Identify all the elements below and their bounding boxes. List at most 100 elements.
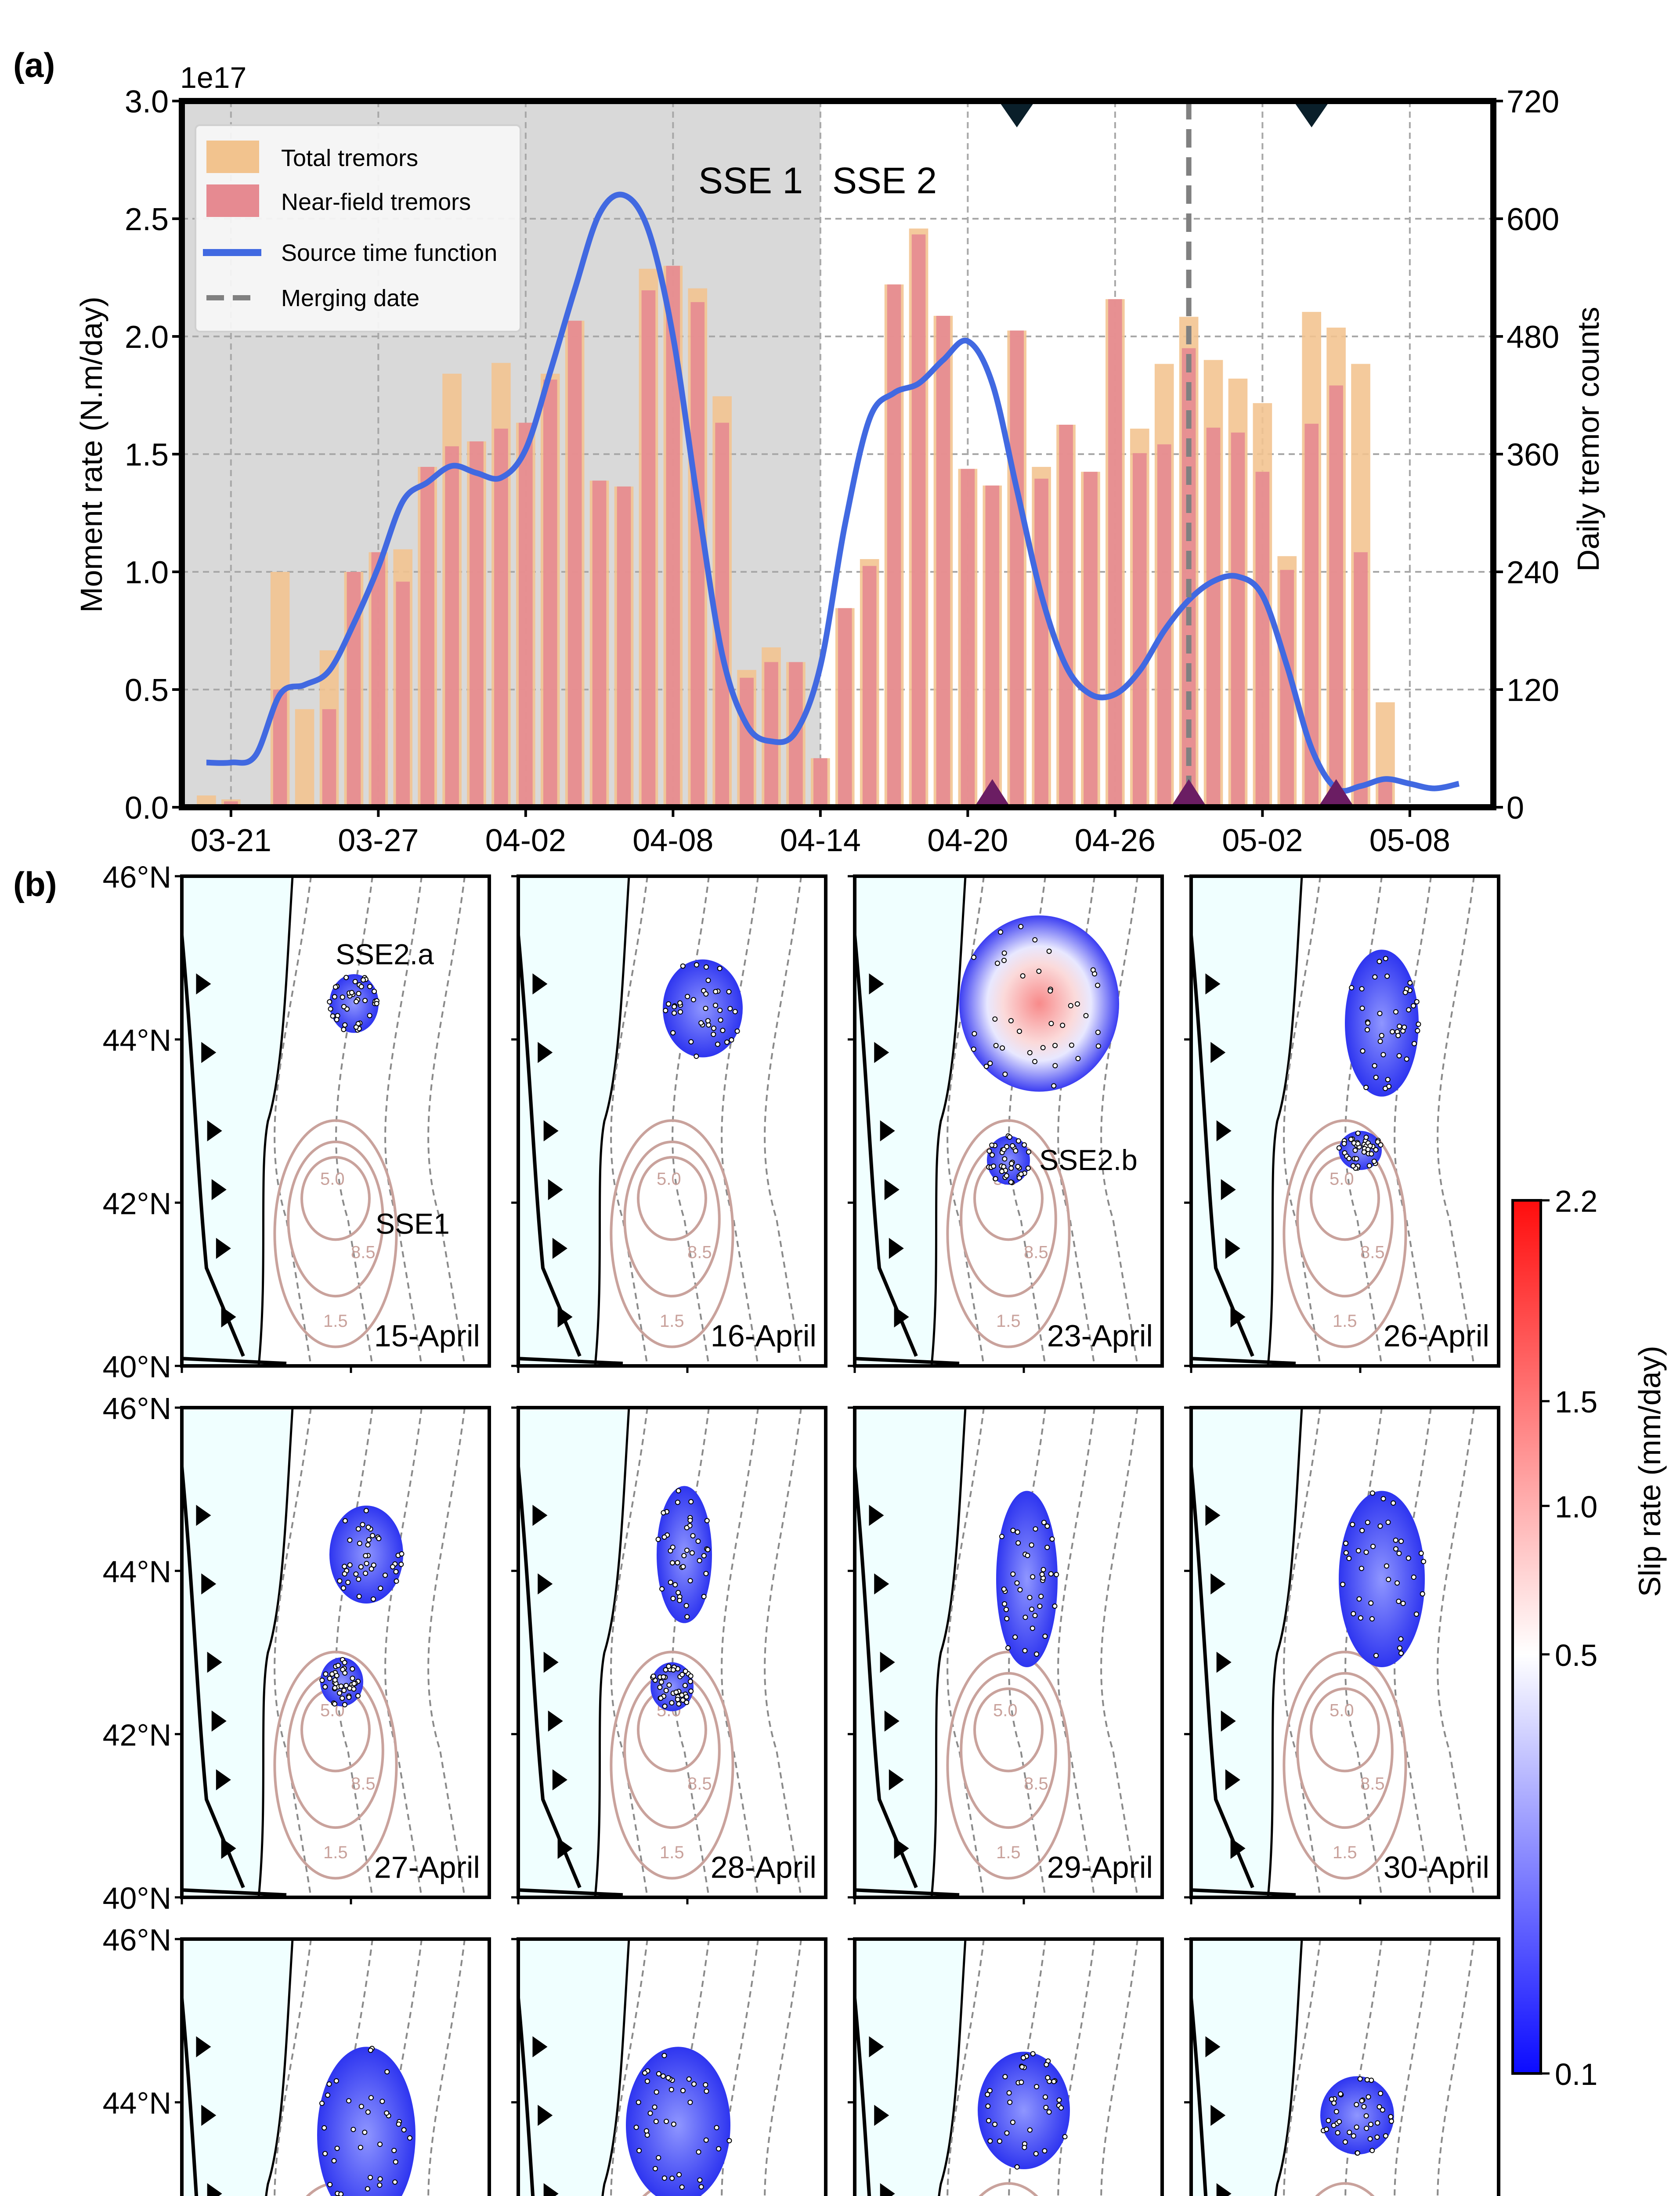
- tremor-dot: [656, 2071, 661, 2077]
- marker-down-triangle: [999, 102, 1035, 127]
- tremor-dot: [1326, 2118, 1331, 2124]
- bar-near-field-tremors: [1255, 472, 1270, 807]
- tremor-dot: [1052, 1063, 1058, 1069]
- slip-contour: [273, 1651, 398, 1880]
- bar-total-tremors: [295, 709, 314, 807]
- tremor-dot: [643, 2128, 649, 2134]
- tremor-dot: [652, 2166, 658, 2171]
- map-subplot: 1.5 5.0 8.5 29-April: [848, 1406, 1164, 1904]
- bar-near-field-tremors: [961, 469, 975, 807]
- tremor-dot: [1018, 1171, 1024, 1177]
- tremor-dot: [663, 1688, 669, 1694]
- tremor-dot: [1042, 2148, 1048, 2154]
- tremor-dot: [1336, 1145, 1342, 1151]
- tremor-dot: [1357, 2076, 1363, 2082]
- tremor-dot: [1380, 2107, 1385, 2113]
- trench-teeth-icon: [1221, 1179, 1236, 1200]
- bar-near-field-tremors: [838, 608, 852, 807]
- trench-line: [1189, 1466, 1254, 1889]
- tremor-dot: [992, 1016, 998, 1022]
- map-y-tick-label: 44°N: [103, 1023, 171, 1058]
- tremor-dot: [698, 1020, 704, 1026]
- bar-near-field-tremors: [420, 467, 434, 807]
- tremor-dot: [716, 2146, 722, 2152]
- trench-teeth-icon: [1221, 1710, 1236, 1732]
- tremor-dot: [660, 2073, 666, 2079]
- tremor-dot: [683, 1669, 688, 1674]
- tremor-dot: [1350, 1163, 1356, 1169]
- tremor-dot: [671, 1010, 677, 1016]
- tremor-dot: [655, 1537, 661, 1542]
- tremor-dot: [1355, 1131, 1361, 1136]
- depth-contour: [721, 1939, 759, 2196]
- trench-teeth-icon: [543, 1651, 559, 1673]
- depth-contour: [1344, 1939, 1383, 2196]
- tremor-dot: [680, 1564, 686, 1570]
- trench-teeth-icon: [201, 1573, 217, 1595]
- tremor-dot: [987, 1061, 993, 1066]
- tremor-dot: [1324, 2127, 1330, 2132]
- trench-line: [1189, 1997, 1208, 2196]
- tremor-dot: [1416, 1021, 1421, 1027]
- tremor-dot: [666, 1001, 672, 1007]
- tremor-dot: [1373, 1147, 1379, 1152]
- tremor-dot: [1025, 1165, 1031, 1171]
- tremor-dot: [1421, 1559, 1427, 1564]
- tremor-dot: [1046, 948, 1052, 954]
- map-y-tick-label: 46°N: [103, 1391, 171, 1426]
- tremor-dot: [659, 1586, 665, 1592]
- contour-label: 8.5: [351, 1243, 376, 1262]
- tremor-dot: [1048, 1571, 1054, 1577]
- tremor-dot: [367, 984, 373, 990]
- tremor-dot: [337, 1690, 343, 1696]
- tremor-dot: [338, 1683, 344, 1689]
- tremor-dot: [662, 1703, 668, 1709]
- x-tick-label: 04-26: [1075, 823, 1156, 858]
- tremor-dot: [319, 2100, 325, 2106]
- bar-near-field-tremors: [1354, 552, 1368, 807]
- tremor-dot: [332, 1701, 338, 1707]
- bar-near-field-tremors: [936, 316, 950, 807]
- tremor-dot: [332, 1685, 338, 1690]
- ocean-area: [182, 1408, 293, 1897]
- tremor-dot: [1347, 2130, 1352, 2135]
- slip-contour: [973, 1687, 1044, 1773]
- annotation-sse2: SSE 2: [832, 160, 937, 201]
- tremor-dot: [697, 1558, 702, 1564]
- coastline: [594, 1407, 630, 1898]
- depth-contour: [610, 876, 648, 1366]
- bar-near-field-tremors: [567, 321, 582, 807]
- coastline: [594, 876, 630, 1366]
- map-y-tick-label: 40°N: [103, 1350, 171, 1384]
- trench-teeth-icon: [196, 2036, 211, 2058]
- bar-near-field-tremors: [1059, 425, 1073, 807]
- contour-label: 1.5: [996, 1311, 1021, 1331]
- tremor-dot: [1354, 2102, 1359, 2107]
- tremor-dot: [1373, 1653, 1379, 1658]
- tremor-dot: [1043, 2094, 1048, 2100]
- y-tick-label-right: 120: [1507, 673, 1559, 708]
- tremor-dot: [1413, 1611, 1419, 1617]
- tremor-dot: [689, 1550, 695, 1556]
- tremor-dot: [1385, 1520, 1391, 1525]
- ocean-area: [855, 876, 965, 1366]
- tremor-dot: [1346, 1156, 1352, 1161]
- tremor-dot: [1013, 1148, 1019, 1154]
- tremor-dot: [350, 1666, 355, 1672]
- coastline: [601, 1939, 630, 2196]
- depth-contour: [335, 1939, 373, 2196]
- tremor-dot: [352, 979, 358, 984]
- depth-contour: [1057, 1407, 1095, 1898]
- tremor-dot: [687, 2099, 693, 2105]
- depth-contour: [427, 1407, 466, 1898]
- tremor-dot: [1329, 2096, 1334, 2102]
- tremor-dot: [1365, 1027, 1370, 1033]
- slip-contour: [946, 1651, 1071, 1880]
- tremor-dot: [1020, 973, 1026, 979]
- tremor-dot: [377, 2142, 383, 2147]
- slip-patch: [1339, 1491, 1425, 1667]
- tremor-dot: [1398, 1539, 1404, 1544]
- panel-b-label: (b): [13, 865, 57, 903]
- source-time-function-line: [206, 191, 1460, 794]
- tremor-dot: [661, 1534, 667, 1540]
